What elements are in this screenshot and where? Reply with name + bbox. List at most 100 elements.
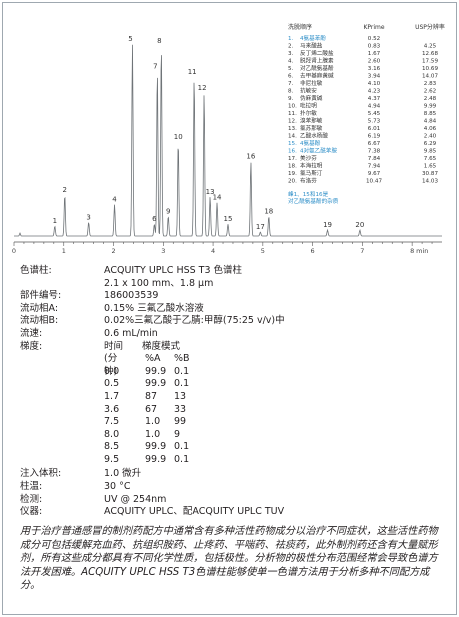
legend-note: 对乙酰氨基酚的杂质	[288, 197, 339, 205]
x-axis-unit: min	[416, 247, 428, 255]
legend-row-usp: 2.40	[424, 134, 437, 140]
legend-row-kprime: 3.94	[368, 74, 381, 80]
legend-row-usp: 2.62	[424, 89, 436, 95]
x-tick-label: 1	[62, 247, 66, 255]
legend-row-compound: 布洛芬	[300, 177, 317, 185]
x-tick-label: 5	[261, 247, 265, 255]
x-tick-label: 0	[12, 247, 16, 255]
legend-header-usp: USP分辨率	[415, 23, 445, 31]
legend-row-compound: 4氨基酚	[300, 139, 321, 147]
chromatogram: 0 1 2 3 4 5 6 7 8 min 123456789101112131415161718…	[12, 23, 445, 255]
legend-row-usp: 4.06	[424, 126, 437, 132]
gradient-cell: 1.7	[104, 391, 120, 402]
legend-row-compound: 本海拉明	[300, 162, 323, 170]
gradient-header-cell: %B	[174, 353, 190, 365]
legend-row-kprime: 6.19	[368, 134, 381, 140]
legend-row-kprime: 7.38	[368, 149, 381, 155]
gradient-cell: 8.0	[104, 428, 120, 440]
gradient-cell: 67	[145, 403, 158, 415]
param-label: 仪器:	[20, 506, 43, 518]
legend-row-kprime: 4.10	[368, 81, 381, 87]
legend-row-kprime: 2.60	[368, 59, 381, 65]
gradient-cell: 99.9	[145, 441, 167, 453]
param-label: 色谱柱:	[20, 265, 52, 276]
legend-row-number: 8.	[288, 89, 294, 95]
x-tick-label: 2	[111, 247, 115, 255]
legend-row-usp: 30.87	[422, 171, 438, 177]
legend-row-kprime: 1.67	[368, 51, 381, 57]
legend-row-kprime: 6.67	[368, 141, 381, 147]
param-value: ACQUITY UPLC、配ACQUITY UPLC TUV	[104, 506, 285, 518]
legend-row-usp: 8.85	[424, 111, 437, 117]
legend-row-usp: 1.65	[424, 164, 437, 170]
legend-row-compound: 去甲基麻黄碱	[300, 72, 334, 80]
legend-header-kprime: KPrime	[363, 24, 384, 31]
peak-label-13: 13	[206, 188, 215, 196]
legend-row-number: 18.	[288, 164, 297, 170]
gradient-cell: 7.5	[104, 416, 120, 428]
x-tick-label: 8	[410, 247, 414, 255]
legend-row-number: 11.	[288, 111, 297, 117]
legend-row-usp: 14.03	[422, 179, 438, 185]
legend-row-kprime: 7.84	[368, 156, 381, 162]
gradient-cell: 33	[174, 403, 187, 415]
legend-row-kprime: 3.16	[368, 66, 381, 72]
gradient-cell: 0.1	[174, 441, 190, 453]
legend-row-kprime: 4.94	[368, 104, 381, 110]
x-tick-label: 7	[360, 247, 364, 255]
legend-row-kprime: 7.94	[368, 164, 381, 170]
param-label: 检测:	[20, 493, 43, 505]
legend-row-number: 4.	[288, 59, 294, 65]
legend-row-compound: 对乙酰氨基酚	[300, 64, 334, 72]
legend-row-compound: 非尼拉敏	[300, 79, 323, 87]
legend-row-number: 1.	[288, 36, 294, 42]
param-value: ACQUITY UPLC HSS T3 色谱柱	[104, 265, 243, 276]
peak-label-18: 18	[264, 207, 273, 215]
legend-row-number: 5.	[288, 66, 294, 72]
gradient-cell: 0.0	[104, 365, 120, 377]
gradient-cell: 3.6	[104, 403, 120, 415]
legend-row-number: 15.	[288, 141, 297, 147]
legend-row-number: 20.	[288, 179, 297, 185]
legend-row-compound: 氯苏那敏	[300, 124, 323, 132]
peak-label-12: 12	[198, 84, 207, 92]
legend-row-usp: 2.48	[424, 96, 437, 102]
param-value: 0.02%三氟乙酸于乙腈:甲醇(75:25 v/v)中	[104, 315, 285, 327]
peak-label-5: 5	[128, 35, 132, 43]
x-tick-label: 4	[211, 247, 215, 255]
gradient-cell: 1.0	[145, 416, 161, 428]
legend-row-number: 13.	[288, 126, 297, 132]
legend-row-compound: 反丁烯二酸盐	[300, 49, 334, 57]
legend-row-number: 6.	[288, 74, 294, 80]
legend-header-compound: 洗脱顺序	[288, 23, 312, 31]
legend-row-compound: 4氨基苯酚	[300, 34, 326, 42]
peak-label-8: 8	[157, 37, 161, 45]
legend-row-usp: 10.69	[422, 66, 438, 72]
legend-row-number: 10.	[288, 104, 297, 110]
param-value: 2.1 x 100 mm、1.8 µm	[104, 277, 214, 289]
peak-label-15: 15	[224, 215, 233, 223]
legend-row-kprime: 10.47	[366, 179, 382, 185]
legend-row-number: 19.	[288, 171, 297, 177]
legend-row-compound: 吡拉明	[300, 102, 317, 110]
peak-label-9: 9	[166, 207, 170, 215]
legend-row-usp: 6.29	[424, 141, 437, 147]
legend-row-usp: 9.85	[424, 149, 437, 155]
legend-row-kprime: 5.45	[368, 111, 381, 117]
param-value: 时间 梯度模式	[104, 340, 181, 352]
legend-row-usp: 17.59	[422, 59, 438, 65]
gradient-cell: 0.5	[104, 378, 120, 390]
gradient-header-cell: %A	[145, 353, 161, 365]
param-label: 流动相B:	[20, 315, 59, 327]
legend-row-number: 16.	[288, 149, 297, 155]
peak-label-10: 10	[174, 133, 183, 141]
param-value: 0.15% 三氟乙酸水溶液	[104, 302, 204, 314]
legend-row-usp: 14.07	[422, 74, 438, 80]
peak-label-19: 19	[323, 221, 332, 229]
legend-row-compound: 扑尔敏	[300, 109, 317, 117]
param-value: 0.6 mL/min	[104, 328, 158, 339]
x-tick-label: 3	[161, 247, 165, 255]
peak-label-4: 4	[112, 196, 117, 204]
